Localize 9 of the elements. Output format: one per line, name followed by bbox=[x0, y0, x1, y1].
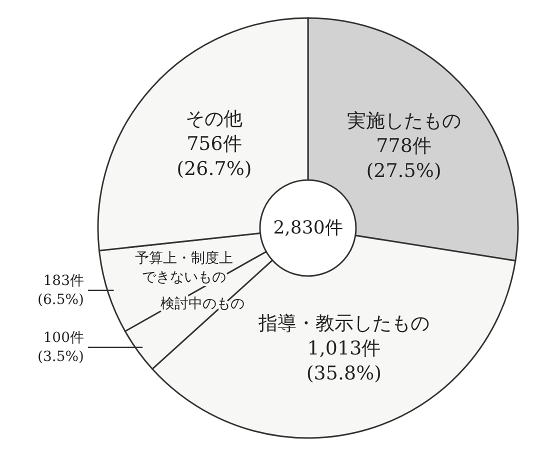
slice-label: 指導・教示したもの bbox=[258, 312, 430, 335]
data-label: 778件 (27.5%) bbox=[366, 135, 442, 182]
text: 2,830件 bbox=[273, 218, 343, 238]
data-label: 100件 (3.5%) bbox=[38, 330, 84, 365]
slice-label: 実施したもの bbox=[346, 110, 461, 132]
data-label: 183件 (6.5%) bbox=[38, 272, 84, 308]
data-label: 756件 (26.7%) bbox=[176, 132, 252, 180]
slice-label: その他 bbox=[186, 108, 243, 130]
data-label: 1,013件 (35.8%) bbox=[306, 338, 382, 385]
